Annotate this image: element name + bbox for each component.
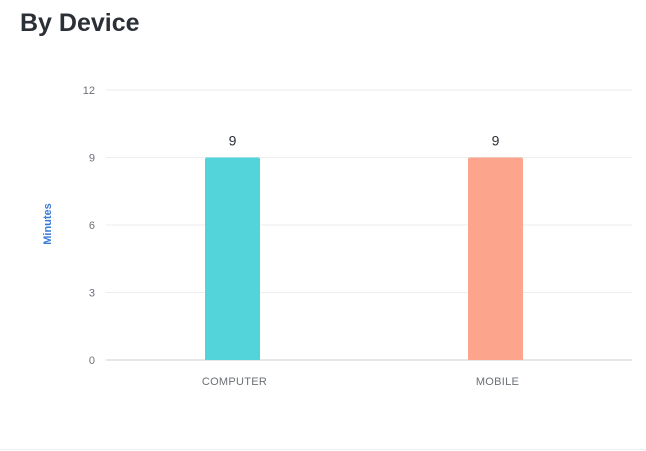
data-label-mobile: 9 [492, 133, 500, 149]
bar-computer[interactable] [205, 157, 260, 361]
bottom-divider [0, 449, 646, 450]
y-tick-label: 6 [89, 220, 95, 232]
y-tick-label: 3 [89, 288, 95, 300]
y-axis-label: Minutes [42, 203, 54, 245]
gridlines [106, 89, 632, 361]
x-tick-label-mobile: MOBILE [476, 376, 519, 388]
bars [205, 157, 523, 361]
panel-title: By Device [20, 9, 140, 37]
y-tick-label: 9 [89, 153, 95, 165]
y-tick-label: 0 [89, 355, 95, 367]
x-tick-labels: COMPUTER MOBILE [202, 376, 519, 388]
bar-mobile[interactable] [468, 157, 523, 361]
x-tick-label-computer: COMPUTER [202, 376, 267, 388]
data-label-computer: 9 [229, 133, 237, 149]
y-tick-label: 12 [83, 85, 95, 97]
y-tick-labels: 0 3 6 9 12 [83, 85, 95, 367]
